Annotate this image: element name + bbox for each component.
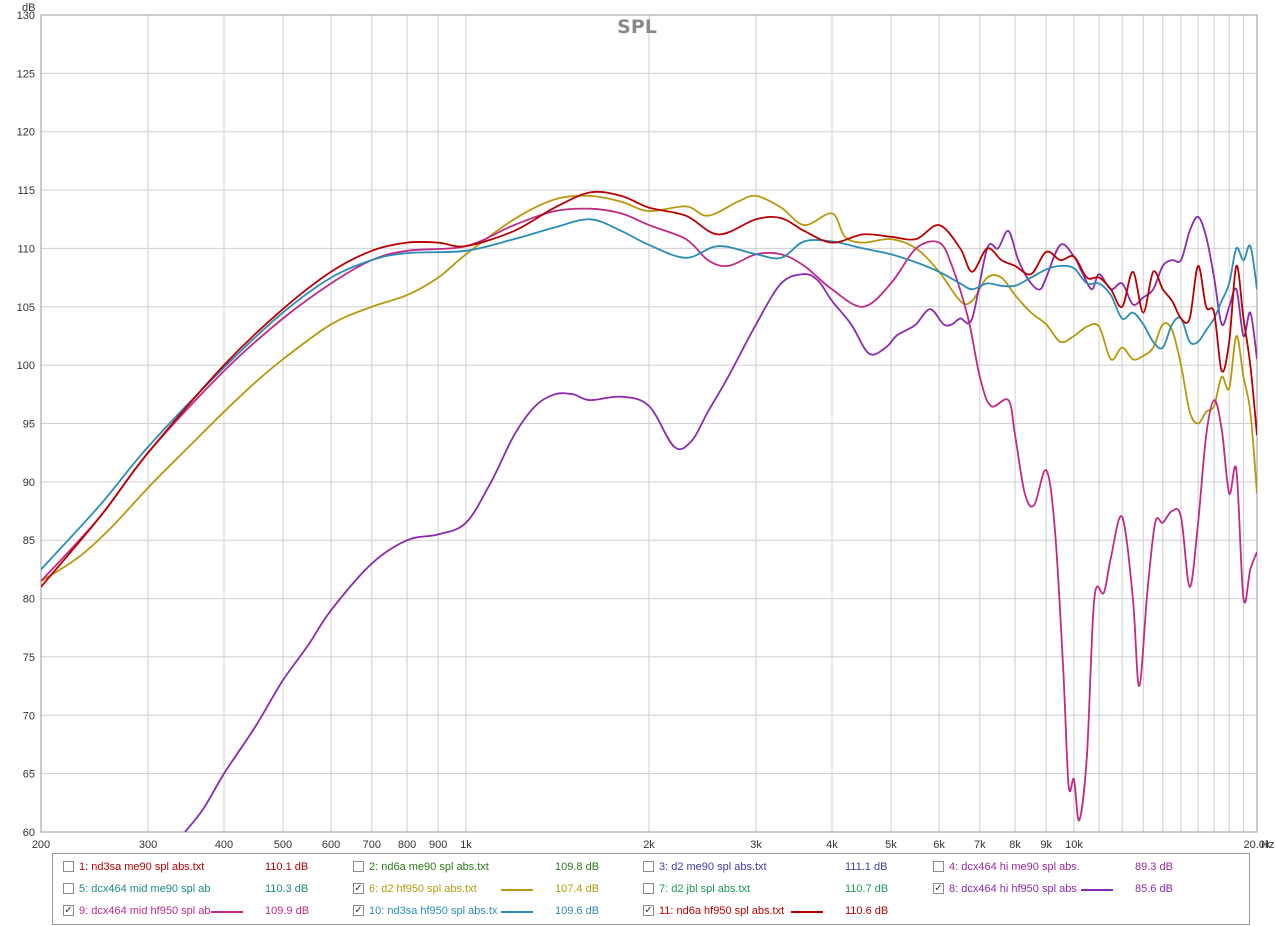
y-tick-label: 85 (23, 535, 35, 547)
series-line-2 (184, 215, 1257, 832)
legend-item: 4: dcx464 hi me90 spl abs. 89.3 dB (933, 859, 1218, 877)
y-tick-label: 100 (17, 360, 35, 372)
legend-value: 107.4 dB (555, 883, 600, 895)
legend-swatch (1081, 889, 1113, 891)
legend-label: 5: dcx464 mid me90 spl ab (79, 883, 211, 895)
y-tick-label: 60 (23, 827, 35, 839)
legend-value: 85.6 dB (1135, 883, 1173, 895)
series-lines (41, 190, 1257, 832)
legend-label: 3: d2 me90 spl abs.txt (659, 861, 767, 873)
legend-item: ✓ 9: dcx464 mid hf950 spl ab 109.9 dB (63, 903, 348, 921)
x-tick-label: 400 (215, 839, 233, 851)
y-axis-label: dB (22, 2, 35, 14)
x-tick-label: 200 (32, 839, 50, 851)
y-tick-label: 105 (17, 302, 35, 314)
chart-title: SPL (617, 16, 657, 38)
y-tick-label: 90 (23, 477, 35, 489)
legend-checkbox[interactable] (643, 883, 654, 894)
x-axis-unit: Hz (1261, 839, 1274, 851)
x-tick-label: 7k (974, 839, 986, 851)
legend-item: ✓ 6: d2 hf950 spl abs.txt 107.4 dB (353, 881, 638, 899)
x-tick-label: 9k (1040, 839, 1052, 851)
legend-checkbox[interactable]: ✓ (63, 905, 74, 916)
legend-value: 109.8 dB (555, 861, 600, 873)
legend-item: ✓ 11: nd6a hf950 spl abs.txt 110.6 dB (643, 903, 928, 921)
legend-checkbox[interactable] (63, 883, 74, 894)
x-tick-label: 1k (460, 839, 472, 851)
legend-swatch (501, 911, 533, 913)
series-line-3 (41, 207, 1257, 822)
series-line-5 (41, 190, 1257, 588)
legend-label: 2: nd6a me90 spl abs.txt (369, 861, 489, 873)
legend-label: 1: nd3sa me90 spl abs.txt (79, 861, 205, 873)
legend-checkbox[interactable]: ✓ (933, 883, 944, 894)
x-tick-label: 8k (1009, 839, 1021, 851)
y-tick-label: 115 (17, 185, 35, 197)
x-tick-label: 3k (750, 839, 762, 851)
legend-item: ✓ 8: dcx464 hi hf950 spl abs 85.6 dB (933, 881, 1218, 899)
x-tick-label: 6k (933, 839, 945, 851)
legend-value: 109.9 dB (265, 905, 310, 917)
legend-label: 8: dcx464 hi hf950 spl abs (949, 883, 1077, 895)
legend-swatch (791, 911, 823, 913)
legend-checkbox[interactable] (63, 861, 74, 872)
x-tick-label: 900 (429, 839, 447, 851)
legend-checkbox[interactable] (933, 861, 944, 872)
legend-item: 5: dcx464 mid me90 spl ab 110.3 dB (63, 881, 348, 899)
legend-checkbox[interactable]: ✓ (353, 905, 364, 916)
y-tick-label: 125 (17, 68, 35, 80)
legend-value: 110.3 dB (265, 883, 309, 895)
y-tick-label: 110 (17, 243, 35, 255)
x-tick-label: 600 (322, 839, 340, 851)
x-tick-label: 4k (826, 839, 838, 851)
legend-item: 3: d2 me90 spl abs.txt 111.1 dB (643, 859, 928, 877)
x-tick-label: 500 (274, 839, 292, 851)
plot-frame (40, 14, 1258, 833)
y-tick-label: 75 (23, 652, 35, 664)
legend-value: 109.6 dB (555, 905, 600, 917)
legend-swatch (501, 889, 533, 891)
y-tick-label: 130 (17, 10, 35, 22)
legend-label: 7: d2 jbl spl abs.txt (659, 883, 751, 895)
legend-item: 1: nd3sa me90 spl abs.txt 110.1 dB (63, 859, 348, 877)
legend-checkbox[interactable]: ✓ (643, 905, 654, 916)
y-axis-ticks: 60 65 70 75 80 85 90 95 100 105 110 115 120 125 130 (17, 10, 35, 839)
legend-value: 110.7 dB (845, 883, 889, 895)
legend-value: 110.6 dB (845, 905, 889, 917)
y-tick-label: 80 (23, 594, 35, 606)
legend-swatch (211, 911, 243, 913)
series-line-4 (41, 218, 1257, 571)
legend-label: 11: nd6a hf950 spl abs.txt (659, 905, 785, 917)
legend-item: ✓ 10: nd3sa hf950 spl abs.tx 109.6 dB (353, 903, 638, 921)
y-tick-label: 70 (23, 710, 35, 722)
legend-label: 9: dcx464 mid hf950 spl ab (79, 905, 211, 917)
grid (40, 14, 1257, 833)
x-tick-label: 800 (398, 839, 416, 851)
legend-value: 89.3 dB (1135, 861, 1173, 873)
x-axis-ticks: 200 300 400 500 600 700 800 900 1k 2k 3k 4k 5k 6k 7k 8k… (32, 839, 1271, 851)
legend-item: 2: nd6a me90 spl abs.txt 109.8 dB (353, 859, 638, 877)
x-tick-label: 700 (363, 839, 381, 851)
y-tick-label: 120 (17, 127, 35, 139)
legend-checkbox[interactable]: ✓ (353, 883, 364, 894)
x-tick-label: 10k (1065, 839, 1083, 851)
x-tick-label: 5k (885, 839, 897, 851)
x-tick-label: 2k (643, 839, 655, 851)
legend-item: 7: d2 jbl spl abs.txt 110.7 dB (643, 881, 928, 899)
x-tick-label: 300 (139, 839, 157, 851)
legend: 1: nd3sa me90 spl abs.txt 110.1 dB 2: nd6a… (52, 853, 1250, 925)
x-tick-label: 20.0k (1244, 839, 1271, 851)
y-tick-label: 65 (23, 769, 35, 781)
legend-checkbox[interactable] (643, 861, 654, 872)
legend-checkbox[interactable] (353, 861, 364, 872)
legend-label: 4: dcx464 hi me90 spl abs. (949, 861, 1080, 873)
legend-label: 6: d2 hf950 spl abs.txt (369, 883, 477, 895)
legend-label: 10: nd3sa hf950 spl abs.tx (369, 905, 498, 917)
y-tick-label: 95 (23, 419, 35, 431)
legend-value: 110.1 dB (265, 861, 309, 873)
legend-value: 111.1 dB (845, 861, 888, 873)
